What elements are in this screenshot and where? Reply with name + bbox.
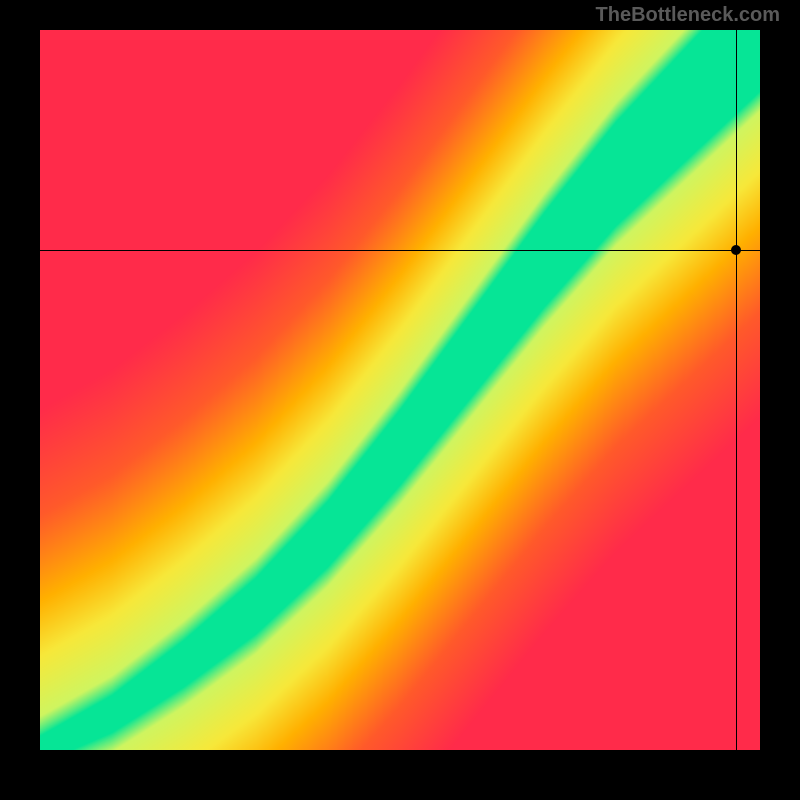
heatmap-canvas (40, 30, 760, 750)
watermark-text: TheBottleneck.com (596, 4, 780, 27)
crosshair-dot (731, 245, 741, 255)
crosshair-vertical (736, 30, 737, 750)
heatmap-plot (40, 30, 760, 750)
crosshair-horizontal (40, 250, 760, 251)
